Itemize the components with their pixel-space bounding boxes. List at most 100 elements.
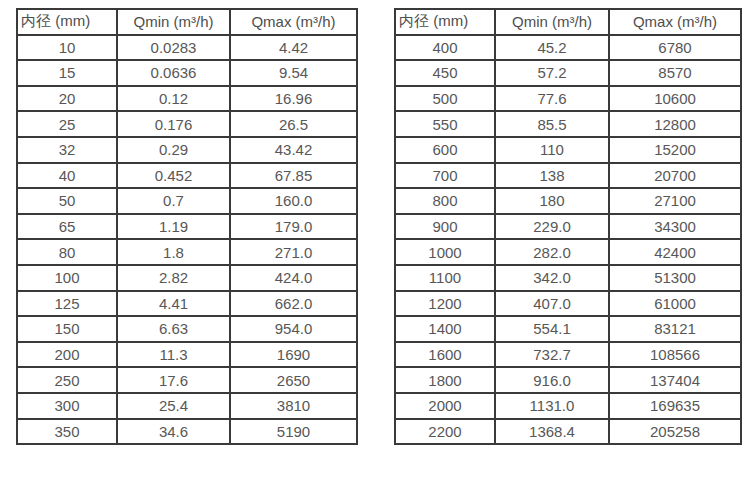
flow-table-large-diameters: 内径 (mm)Qmin (m³/h)Qmax (m³/h) 40045.2678… [394, 8, 742, 445]
table-row: 1000282.042400 [395, 239, 741, 265]
table-row: 25017.62650 [17, 367, 357, 393]
data-cell: 1.19 [117, 214, 230, 240]
table-row: 80018027100 [395, 188, 741, 214]
data-cell: 9.54 [230, 60, 357, 86]
table-row: 900229.034300 [395, 214, 741, 240]
data-cell: 662.0 [230, 291, 357, 317]
data-cell: 34.6 [117, 419, 230, 445]
data-cell: 2200 [395, 419, 495, 445]
data-cell: 43.42 [230, 137, 357, 163]
data-cell: 200 [17, 342, 117, 368]
data-cell: 800 [395, 188, 495, 214]
data-cell: 4.41 [117, 291, 230, 317]
data-cell: 1200 [395, 291, 495, 317]
data-cell: 77.6 [495, 86, 609, 112]
data-cell: 8570 [609, 60, 741, 86]
data-cell: 16.96 [230, 86, 357, 112]
data-cell: 700 [395, 163, 495, 189]
table-row: 30025.43810 [17, 393, 357, 419]
table-row: 150.06369.54 [17, 60, 357, 86]
data-cell: 50 [17, 188, 117, 214]
table-row: 400.45267.85 [17, 163, 357, 189]
data-cell: 271.0 [230, 239, 357, 265]
data-cell: 20700 [609, 163, 741, 189]
table-row: 55085.512800 [395, 111, 741, 137]
data-cell: 160.0 [230, 188, 357, 214]
data-cell: 25 [17, 111, 117, 137]
data-cell: 10600 [609, 86, 741, 112]
table-row: 20011.31690 [17, 342, 357, 368]
data-cell: 65 [17, 214, 117, 240]
data-cell: 0.0636 [117, 60, 230, 86]
data-cell: 0.176 [117, 111, 230, 137]
data-cell: 85.5 [495, 111, 609, 137]
data-cell: 100 [17, 265, 117, 291]
data-cell: 5190 [230, 419, 357, 445]
flow-table-small-diameters: 内径 (mm)Qmin (m³/h)Qmax (m³/h) 100.02834.… [16, 8, 358, 445]
data-cell: 916.0 [495, 367, 609, 393]
data-cell: 500 [395, 86, 495, 112]
table-body: 40045.2678045057.2857050077.61060055085.… [395, 35, 741, 445]
header-cell: Qmin (m³/h) [495, 9, 609, 35]
data-cell: 424.0 [230, 265, 357, 291]
table-row: 100.02834.42 [17, 35, 357, 61]
data-cell: 67.85 [230, 163, 357, 189]
data-cell: 4.42 [230, 35, 357, 61]
data-cell: 80 [17, 239, 117, 265]
table-header: 内径 (mm)Qmin (m³/h)Qmax (m³/h) [395, 9, 741, 35]
data-cell: 1368.4 [495, 419, 609, 445]
table-row: 1600732.7108566 [395, 342, 741, 368]
data-cell: 15 [17, 60, 117, 86]
data-cell: 17.6 [117, 367, 230, 393]
table-header: 内径 (mm)Qmin (m³/h)Qmax (m³/h) [17, 9, 357, 35]
data-cell: 2.82 [117, 265, 230, 291]
data-cell: 1400 [395, 316, 495, 342]
data-cell: 1000 [395, 239, 495, 265]
data-cell: 51300 [609, 265, 741, 291]
data-cell: 32 [17, 137, 117, 163]
table-row: 1100342.051300 [395, 265, 741, 291]
data-cell: 137404 [609, 367, 741, 393]
data-cell: 11.3 [117, 342, 230, 368]
header-cell: Qmax (m³/h) [609, 9, 741, 35]
table-body: 100.02834.42150.06369.54200.1216.96250.1… [17, 35, 357, 445]
table-row: 320.2943.42 [17, 137, 357, 163]
page: 内径 (mm)Qmin (m³/h)Qmax (m³/h) 100.02834.… [0, 0, 750, 483]
data-cell: 179.0 [230, 214, 357, 240]
data-cell: 1100 [395, 265, 495, 291]
data-cell: 10 [17, 35, 117, 61]
data-cell: 205258 [609, 419, 741, 445]
table-row: 35034.65190 [17, 419, 357, 445]
data-cell: 2650 [230, 367, 357, 393]
table-row: 801.8271.0 [17, 239, 357, 265]
table-row: 60011015200 [395, 137, 741, 163]
table-row: 40045.26780 [395, 35, 741, 61]
header-cell: 内径 (mm) [17, 9, 117, 35]
data-cell: 15200 [609, 137, 741, 163]
table-row: 22001368.4205258 [395, 419, 741, 445]
header-cell: Qmin (m³/h) [117, 9, 230, 35]
data-cell: 282.0 [495, 239, 609, 265]
data-cell: 342.0 [495, 265, 609, 291]
table-row: 1254.41662.0 [17, 291, 357, 317]
data-cell: 0.0283 [117, 35, 230, 61]
data-cell: 1.8 [117, 239, 230, 265]
table-row: 500.7160.0 [17, 188, 357, 214]
data-cell: 900 [395, 214, 495, 240]
data-cell: 61000 [609, 291, 741, 317]
data-cell: 180 [495, 188, 609, 214]
data-cell: 1800 [395, 367, 495, 393]
data-cell: 169635 [609, 393, 741, 419]
data-cell: 110 [495, 137, 609, 163]
data-cell: 1600 [395, 342, 495, 368]
table-row: 1002.82424.0 [17, 265, 357, 291]
data-cell: 0.29 [117, 137, 230, 163]
data-cell: 600 [395, 137, 495, 163]
data-cell: 732.7 [495, 342, 609, 368]
table-row: 50077.610600 [395, 86, 741, 112]
header-row: 内径 (mm)Qmin (m³/h)Qmax (m³/h) [395, 9, 741, 35]
data-cell: 26.5 [230, 111, 357, 137]
data-cell: 108566 [609, 342, 741, 368]
data-cell: 554.1 [495, 316, 609, 342]
data-cell: 25.4 [117, 393, 230, 419]
